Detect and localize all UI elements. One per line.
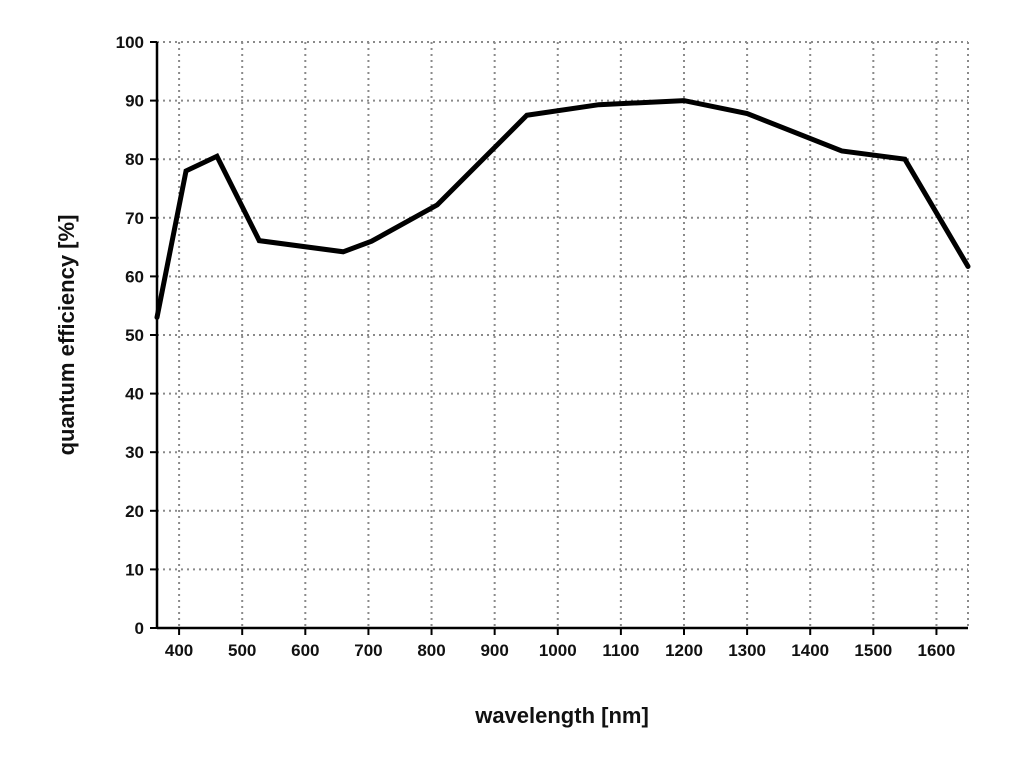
y-tick-label: 80 <box>125 150 144 169</box>
x-tick-label: 1000 <box>539 641 577 660</box>
x-tick-label: 1500 <box>854 641 892 660</box>
y-tick-label: 50 <box>125 326 144 345</box>
axes <box>150 42 968 635</box>
y-tick-label: 30 <box>125 443 144 462</box>
x-tick-label: 1300 <box>728 641 766 660</box>
y-tick-label: 0 <box>135 619 144 638</box>
y-axis-label: quantum efficiency [%] <box>54 215 79 456</box>
x-tick-label: 400 <box>165 641 193 660</box>
y-tick-label: 60 <box>125 267 144 286</box>
x-tick-label: 900 <box>480 641 508 660</box>
grid <box>157 42 968 628</box>
x-tick-label: 1400 <box>791 641 829 660</box>
x-tick-label: 800 <box>417 641 445 660</box>
series-line <box>157 101 968 318</box>
x-tick-label: 1100 <box>602 641 639 660</box>
x-tick-label: 1200 <box>665 641 703 660</box>
y-tick-label: 70 <box>125 209 144 228</box>
x-axis-label: wavelength [nm] <box>474 703 649 728</box>
y-tick-label: 10 <box>125 560 144 579</box>
y-tick-label: 20 <box>125 502 144 521</box>
x-tick-label: 1600 <box>918 641 956 660</box>
y-tick-label: 100 <box>116 33 144 52</box>
x-tick-label: 600 <box>291 641 319 660</box>
x-tick-label: 500 <box>228 641 256 660</box>
y-tick-label: 40 <box>125 385 144 404</box>
x-tick-label: 700 <box>354 641 382 660</box>
y-tick-label: 90 <box>125 92 144 111</box>
series <box>157 101 968 318</box>
